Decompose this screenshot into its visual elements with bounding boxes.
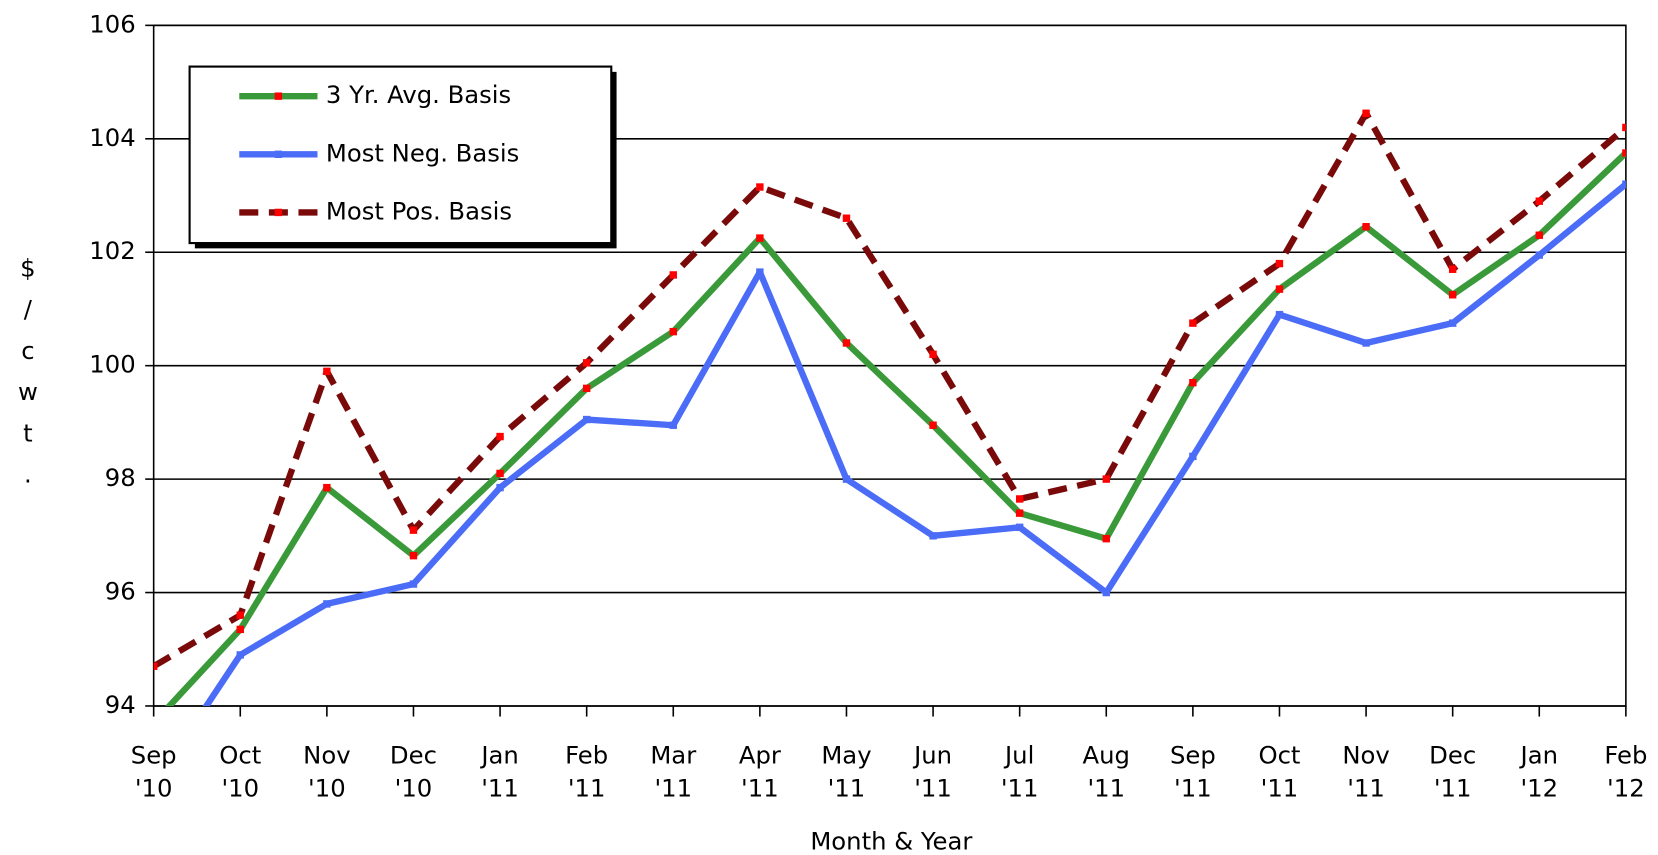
- point-marker: [1622, 149, 1626, 157]
- point-marker: [582, 384, 591, 393]
- point-marker: [1535, 251, 1543, 259]
- point-marker: [1448, 319, 1457, 327]
- point-marker: [153, 662, 158, 670]
- point-marker: [582, 415, 591, 424]
- point-marker: [1189, 378, 1197, 387]
- x-tick-label: Nov '11: [1342, 741, 1389, 803]
- x-tick-label: Jun '11: [912, 741, 952, 803]
- point-marker: [1275, 310, 1284, 319]
- point-marker: [1362, 339, 1370, 347]
- x-tick-label: Aug '11: [1083, 741, 1130, 803]
- y-tick-label: 100: [89, 350, 135, 379]
- point-marker: [1362, 223, 1370, 231]
- point-marker: [756, 183, 764, 191]
- series-line: [202, 181, 1626, 706]
- x-tick-label: Feb '12: [1604, 741, 1647, 803]
- point-marker: [323, 367, 331, 376]
- point-marker: [1275, 285, 1284, 293]
- series-line: [165, 150, 1626, 706]
- point-marker: [409, 580, 418, 588]
- y-tick-label: 94: [105, 690, 136, 719]
- point-marker: [1189, 452, 1197, 461]
- legend-label: 3 Yr. Avg. Basis: [326, 80, 511, 109]
- point-marker: [496, 483, 504, 492]
- point-marker: [236, 651, 244, 659]
- point-marker: [1448, 291, 1457, 299]
- point-marker: [582, 359, 591, 367]
- legend-label: Most Neg. Basis: [326, 138, 519, 167]
- point-marker: [756, 234, 764, 242]
- plot-area: [150, 109, 1626, 726]
- series-line: [153, 110, 1626, 670]
- point-marker: [409, 526, 418, 534]
- x-tick-label: Dec '11: [1429, 741, 1476, 803]
- legend-marker: [274, 150, 283, 159]
- point-marker: [1622, 123, 1626, 132]
- point-marker: [669, 327, 677, 336]
- point-marker: [669, 271, 677, 279]
- point-marker: [236, 625, 244, 634]
- x-tick-label: Oct '11: [1258, 741, 1300, 803]
- point-marker: [1448, 265, 1457, 273]
- x-tick-label: Mar '11: [650, 741, 696, 803]
- x-tick-label: Oct '10: [219, 741, 261, 803]
- point-marker: [1275, 259, 1284, 268]
- legend-label: Most Pos. Basis: [326, 196, 512, 225]
- x-tick-label: Jan '12: [1519, 741, 1559, 803]
- legend-marker: [274, 92, 283, 100]
- point-marker: [496, 432, 504, 441]
- point-marker: [496, 469, 504, 478]
- point-marker: [929, 350, 937, 359]
- y-tick-label: 98: [105, 463, 136, 492]
- point-marker: [1102, 534, 1110, 543]
- x-tick-label: Feb '11: [565, 741, 608, 803]
- point-marker: [323, 483, 331, 492]
- x-tick-label: May '11: [821, 741, 871, 803]
- y-axis-label: $ / c w t.: [18, 253, 38, 488]
- legend-marker: [274, 208, 283, 217]
- plot-frame: [152, 24, 1627, 707]
- point-marker: [236, 611, 244, 619]
- x-tick-label: Nov '10: [303, 741, 350, 803]
- y-tick-label: 106: [89, 9, 135, 38]
- point-marker: [842, 475, 851, 483]
- point-marker: [409, 551, 418, 560]
- point-marker: [150, 719, 157, 726]
- point-marker: [929, 532, 937, 540]
- x-tick-label: Jul '11: [1001, 741, 1039, 803]
- point-marker: [1189, 319, 1197, 327]
- point-marker: [1362, 109, 1370, 117]
- x-tick-label: Apr '11: [739, 741, 781, 803]
- point-marker: [1102, 475, 1110, 483]
- x-axis-label: Month & Year: [810, 826, 972, 855]
- x-tick-label: Dec '10: [390, 741, 437, 803]
- point-marker: [1015, 523, 1024, 532]
- x-tick-label: Sep '11: [1170, 741, 1216, 803]
- point-marker: [323, 600, 331, 608]
- point-marker: [842, 214, 851, 222]
- point-marker: [1622, 180, 1626, 188]
- point-marker: [929, 421, 937, 429]
- point-marker: [1015, 495, 1024, 503]
- point-marker: [1102, 588, 1110, 597]
- point-marker: [756, 268, 764, 276]
- y-tick-label: 96: [105, 577, 136, 606]
- point-marker: [1015, 509, 1024, 517]
- point-marker: [842, 339, 851, 347]
- y-tick-label: 104: [89, 123, 135, 152]
- y-tick-label: 102: [89, 236, 135, 265]
- x-tick-label: Sep '10: [131, 741, 177, 803]
- point-marker: [669, 421, 677, 429]
- x-tick-label: Jan '11: [479, 741, 519, 803]
- point-marker: [1535, 231, 1543, 239]
- point-marker: [1535, 197, 1543, 205]
